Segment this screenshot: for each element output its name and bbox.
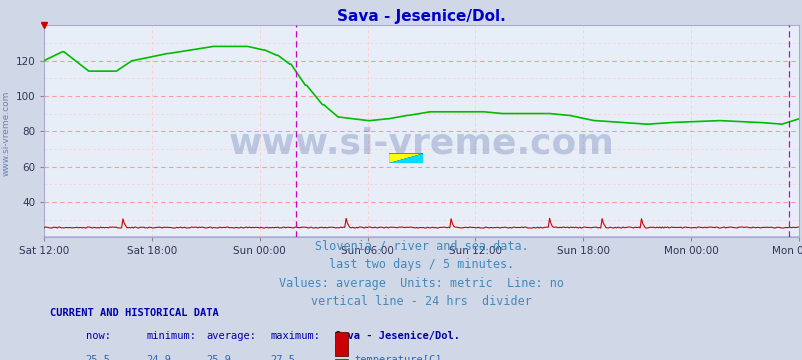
Bar	[334, 359, 348, 360]
Text: minimum:: minimum:	[146, 330, 196, 341]
Text: average:: average:	[206, 330, 256, 341]
Text: now:: now:	[86, 330, 111, 341]
Text: maximum:: maximum:	[270, 330, 320, 341]
Text: www.si-vreme.com: www.si-vreme.com	[2, 90, 11, 176]
Text: Sava - Jesenice/Dol.: Sava - Jesenice/Dol.	[334, 330, 460, 341]
Text: 27.5: 27.5	[270, 355, 295, 360]
Text: 25.5: 25.5	[86, 355, 111, 360]
Polygon shape	[389, 153, 423, 163]
Text: 25.9: 25.9	[206, 355, 231, 360]
Title: Sava - Jesenice/Dol.: Sava - Jesenice/Dol.	[337, 9, 505, 24]
Text: 24.9: 24.9	[146, 355, 171, 360]
Polygon shape	[389, 153, 423, 163]
Polygon shape	[389, 153, 423, 163]
Text: temperature[C]: temperature[C]	[354, 355, 441, 360]
Text: CURRENT AND HISTORICAL DATA: CURRENT AND HISTORICAL DATA	[51, 309, 219, 319]
Text: www.si-vreme.com: www.si-vreme.com	[229, 127, 614, 161]
Bar	[334, 332, 348, 356]
Text: Slovenia / river and sea data.
last two days / 5 minutes.
Values: average  Units: Slovenia / river and sea data. last two …	[279, 240, 563, 308]
